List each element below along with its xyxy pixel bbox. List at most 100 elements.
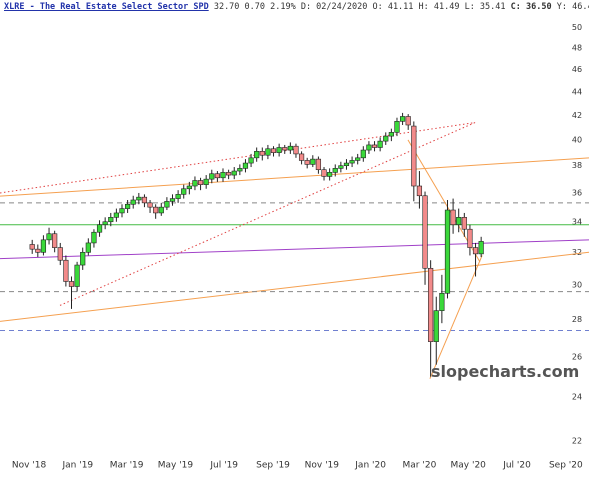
y-tick-label: 24 (572, 393, 582, 402)
candle-body (57, 247, 63, 261)
candle-body (203, 178, 209, 185)
candle-body (416, 185, 423, 197)
candle-body (147, 202, 153, 208)
candle-body (332, 168, 338, 173)
candle-body (102, 221, 108, 226)
candle-body (428, 267, 434, 342)
candle-body (35, 248, 41, 253)
x-tick-label: Mar '20 (403, 461, 437, 471)
candle-body (136, 196, 142, 201)
candle-body (293, 145, 299, 155)
candle-body (197, 180, 204, 185)
x-tick-label: Sep '19 (256, 461, 290, 471)
x-tick-label: Mar '19 (110, 461, 144, 471)
candle-body (349, 160, 355, 164)
candle-body (186, 185, 192, 190)
candle-body (85, 242, 91, 253)
candle-body (355, 157, 361, 161)
candle-body (298, 153, 305, 161)
candle-body (80, 251, 86, 266)
candle-body (467, 228, 473, 248)
prev-stat: Y: 46.47 (556, 2, 589, 12)
candle-body (388, 132, 394, 137)
candle-body (405, 116, 411, 126)
x-tick-label: Jul '20 (502, 461, 531, 471)
candle-body (113, 212, 119, 218)
candle-body (394, 121, 400, 133)
y-tick-label: 38 (572, 161, 582, 170)
candle-body (52, 233, 58, 248)
candle-body (259, 151, 265, 156)
candle-body (96, 224, 103, 233)
candle-body (472, 247, 479, 255)
candle-body (68, 281, 75, 287)
y-tick-label: 34 (572, 217, 582, 226)
candle-body (366, 144, 372, 151)
candle-body (343, 162, 350, 167)
candle-body (383, 135, 389, 142)
y-tick-label: 32 (572, 248, 582, 257)
y-tick-label: 22 (572, 437, 582, 446)
candle-body (411, 125, 417, 187)
candle-body (276, 147, 282, 153)
candle-body (220, 172, 226, 179)
candle-body (63, 259, 69, 282)
header: XLRE - The Real Estate Select Sector SPD… (4, 2, 589, 12)
trend-line (0, 122, 476, 194)
y-tick-label: 30 (572, 280, 582, 289)
candle-body (209, 173, 215, 180)
y-tick-label: 26 (572, 352, 582, 361)
candle-body (119, 208, 125, 214)
candle-body (315, 158, 322, 171)
candle-body (422, 195, 428, 269)
candle-body (265, 148, 271, 156)
candle-body (321, 169, 327, 177)
x-tick-label: May '20 (451, 461, 487, 471)
x-tick-label: Sep '20 (549, 461, 583, 471)
candle-body (40, 239, 47, 253)
trend-line (0, 157, 589, 197)
candle-body (169, 198, 176, 202)
stats: 32.70 0.70 2.19% D: 02/24/2020 O: 41.11 … (213, 2, 506, 12)
candle-body (338, 165, 344, 169)
candle-body (450, 209, 456, 226)
x-tick-label: Nov '19 (305, 461, 340, 471)
candle-body (175, 194, 181, 199)
x-tick-label: May '19 (158, 461, 194, 471)
trend-line (0, 251, 589, 322)
x-tick-label: Jan '20 (354, 461, 386, 471)
candle-body (444, 209, 451, 294)
candle-body (158, 206, 164, 214)
candle-body (360, 149, 366, 159)
candle-body (214, 173, 220, 179)
candle-body (237, 168, 243, 172)
candle-body (181, 188, 187, 195)
candle-body (192, 180, 198, 187)
candle-body (287, 145, 293, 151)
candle-body (433, 310, 439, 342)
y-tick-label: 28 (572, 315, 582, 324)
candle-body (371, 144, 378, 148)
candle-body (248, 157, 254, 164)
candle-body (270, 148, 277, 153)
candle-body (461, 217, 467, 230)
candle-body (310, 158, 316, 165)
candle-body (327, 172, 333, 177)
candle-body (91, 231, 97, 244)
trend-line (429, 255, 483, 379)
symbol-link[interactable]: XLRE - The Real Estate Select Sector SPD (4, 2, 209, 12)
x-tick-label: Jan '19 (61, 461, 93, 471)
x-tick-label: Jul '19 (209, 461, 238, 471)
candle-body (130, 199, 136, 205)
candle-body (399, 116, 406, 122)
candle-body (254, 151, 260, 159)
y-tick-label: 36 (572, 188, 582, 197)
candle-body (141, 196, 148, 204)
candle-body (439, 292, 445, 311)
candle-body (231, 170, 237, 176)
y-tick-label: 40 (572, 135, 582, 144)
y-tick-label: 50 (572, 23, 582, 32)
y-tick-label: 48 (572, 44, 582, 53)
